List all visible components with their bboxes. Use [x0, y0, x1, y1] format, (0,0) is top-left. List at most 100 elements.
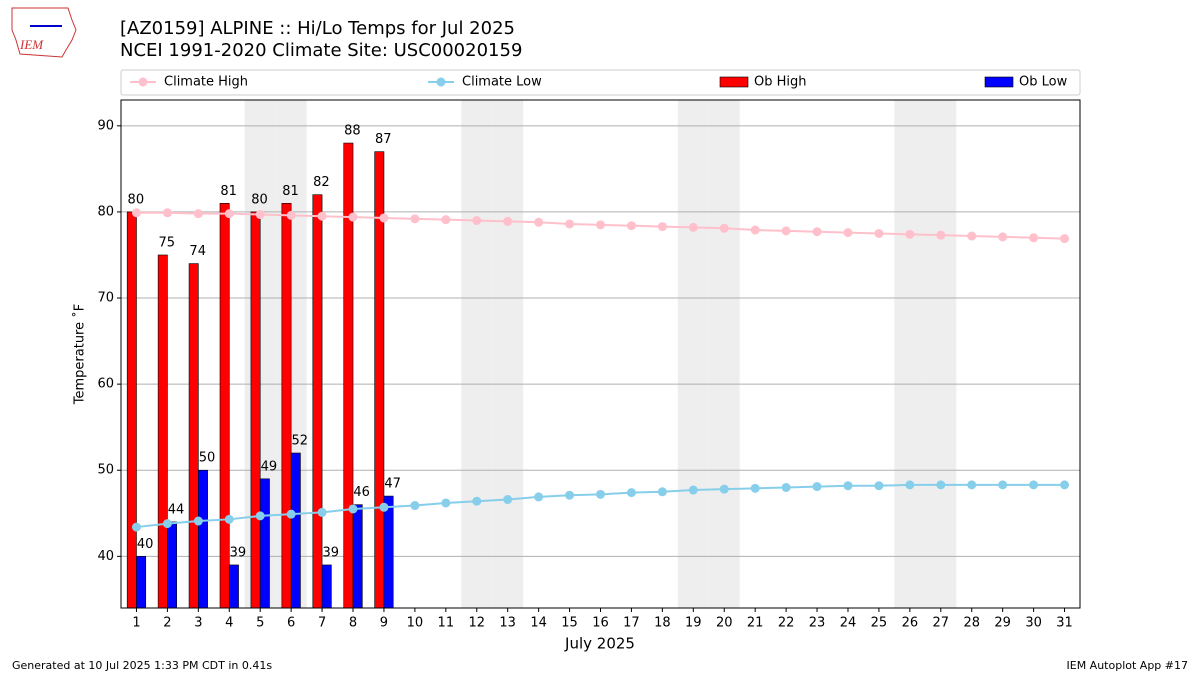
bar	[383, 495, 394, 609]
bar	[198, 469, 208, 609]
bar	[352, 504, 363, 609]
data-label: 46	[353, 485, 370, 500]
y-tick-label: 90	[97, 118, 114, 133]
line-marker	[657, 487, 667, 497]
bar	[136, 556, 147, 609]
line-marker	[286, 509, 296, 519]
line-marker	[874, 228, 884, 238]
legend-swatch	[719, 76, 749, 88]
line-marker	[193, 516, 203, 526]
bar	[259, 478, 270, 609]
x-tick-label: 10	[407, 616, 424, 631]
line-marker	[379, 502, 389, 512]
data-label: 40	[137, 537, 154, 552]
y-tick-label: 50	[97, 463, 114, 478]
line-marker	[131, 208, 141, 218]
x-tick-label: 8	[349, 616, 357, 631]
logo-text: IEM	[19, 37, 44, 52]
x-tick-label: 29	[994, 616, 1011, 631]
data-label: 74	[189, 244, 206, 259]
legend-label: Climate High	[164, 75, 248, 90]
line-marker	[688, 485, 698, 495]
line-marker	[348, 504, 358, 514]
line-marker	[998, 232, 1008, 242]
line-marker	[781, 226, 791, 236]
chart-subtitle: NCEI 1991-2020 Climate Site: USC00020159	[120, 40, 522, 61]
x-tick-label: 12	[468, 616, 485, 631]
x-tick-label: 30	[1025, 616, 1042, 631]
line-marker	[410, 214, 420, 224]
y-tick-label: 70	[97, 291, 114, 306]
line-marker	[317, 211, 327, 221]
legend-label: Climate Low	[462, 75, 542, 90]
line-marker	[565, 219, 575, 229]
line-marker	[596, 220, 605, 230]
line-marker	[317, 507, 327, 517]
x-axis-label: July 2025	[564, 635, 635, 653]
line-marker	[441, 498, 451, 508]
legend-label: Ob Low	[1019, 75, 1068, 90]
weekend-shade	[894, 100, 926, 608]
line-marker	[286, 210, 296, 220]
line-marker	[472, 496, 482, 506]
line-marker	[967, 231, 977, 241]
x-tick-label: 20	[716, 616, 733, 631]
x-tick-label: 5	[256, 616, 264, 631]
bar	[321, 564, 332, 609]
line-marker	[688, 222, 698, 232]
chart-title: [AZ0159] ALPINE :: Hi/Lo Temps for Jul 2…	[120, 18, 515, 39]
line-marker	[843, 228, 853, 238]
weekend-shade	[492, 100, 524, 608]
x-tick-label: 6	[287, 616, 295, 631]
x-tick-label: 26	[902, 616, 919, 631]
x-tick-label: 31	[1056, 616, 1073, 631]
data-label: 80	[251, 192, 268, 207]
line-marker	[410, 501, 420, 511]
legend-box	[120, 69, 1081, 96]
logo: IEM	[11, 7, 77, 58]
line-marker	[1029, 233, 1039, 243]
line-marker	[224, 209, 234, 219]
line-marker	[874, 481, 884, 491]
weekend-shade	[461, 100, 493, 608]
bar	[126, 211, 137, 609]
y-tick-label: 80	[97, 204, 114, 219]
logo-outline	[11, 7, 77, 58]
line-marker	[905, 229, 915, 239]
line-marker	[534, 492, 544, 502]
data-label: 81	[282, 184, 299, 199]
bar	[188, 263, 199, 609]
legend-marker	[138, 77, 148, 87]
line-marker	[750, 483, 760, 493]
line-marker	[162, 208, 172, 218]
x-tick-label: 7	[318, 616, 326, 631]
line-marker	[224, 514, 234, 524]
data-label: 82	[313, 175, 330, 190]
bar	[250, 211, 261, 609]
data-label: 88	[344, 124, 361, 139]
line-marker	[565, 490, 575, 500]
x-tick-label: 27	[933, 616, 950, 631]
line-marker	[626, 221, 636, 231]
x-tick-label: 2	[163, 616, 171, 631]
line-marker	[255, 511, 265, 521]
line-marker	[379, 213, 389, 223]
x-tick-label: 23	[809, 616, 826, 631]
line-marker	[812, 227, 822, 237]
line-marker	[781, 482, 791, 492]
data-label: 52	[292, 434, 309, 449]
line-marker	[162, 519, 172, 529]
line-marker	[131, 522, 141, 532]
line-marker	[936, 480, 946, 490]
x-tick-label: 24	[840, 616, 857, 631]
plot-frame	[120, 99, 1081, 609]
data-label: 47	[384, 477, 401, 492]
x-tick-label: 13	[499, 616, 516, 631]
weekend-shade	[925, 100, 957, 608]
line-marker	[1060, 480, 1070, 490]
bar	[157, 254, 168, 609]
line-marker	[472, 216, 482, 226]
bar	[228, 564, 239, 609]
x-tick-label: 4	[225, 616, 233, 631]
